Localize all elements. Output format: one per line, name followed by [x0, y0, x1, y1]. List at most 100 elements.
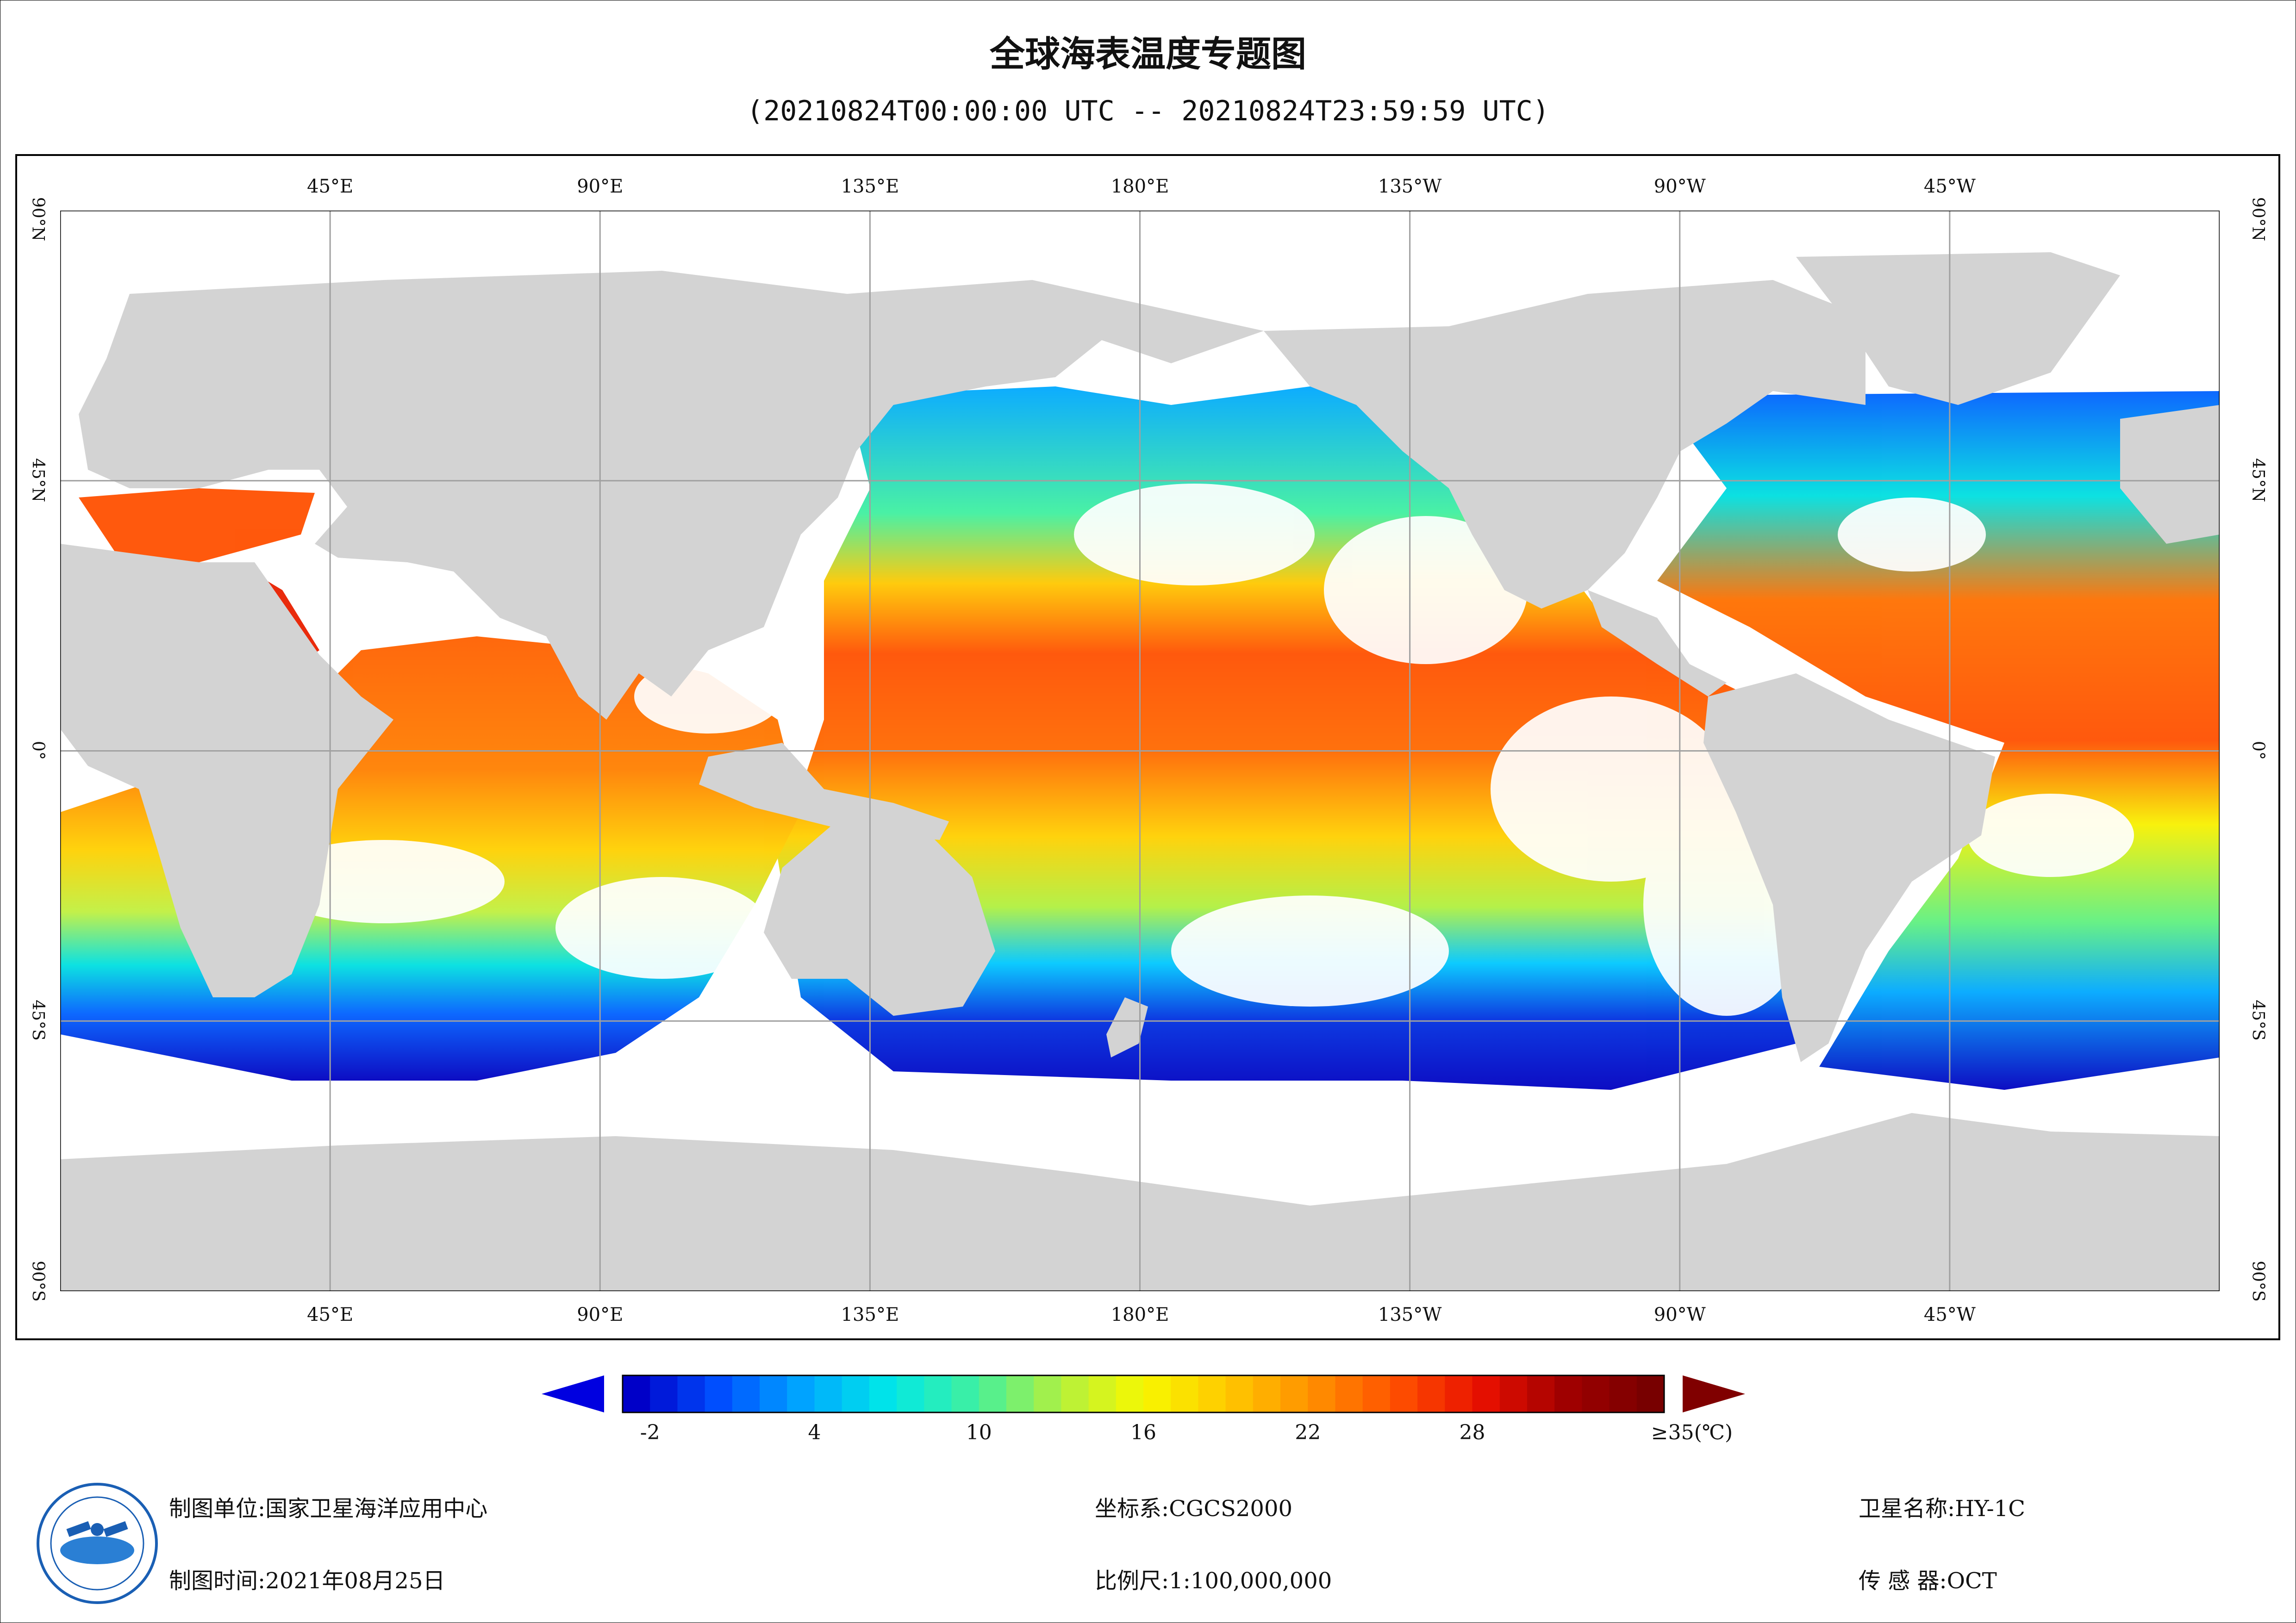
colorbar-cell: [1280, 1375, 1308, 1412]
scale-label: 比例尺:1:100,000,000: [1095, 1562, 1332, 1595]
longitude-label-top: 90°W: [1653, 176, 1706, 197]
graticule: [60, 211, 2220, 1291]
sensor-label: 传 感 器:OCT: [1859, 1562, 1997, 1595]
longitude-label-bottom: 45°W: [1923, 1304, 1976, 1325]
longitude-label-top: 135°E: [841, 176, 899, 197]
colorbar-cell: [677, 1375, 705, 1412]
land-eurasia: [79, 271, 1264, 696]
scale-label-value: 1:100,000,000: [1169, 1568, 1332, 1594]
org-label-key: 制图单位:: [169, 1496, 266, 1522]
latitude-label-left: 45°S: [28, 1000, 48, 1041]
colorbar-cell: [1171, 1375, 1198, 1412]
colorbar-cell: [897, 1375, 924, 1412]
colorbar-tick-label: 4: [808, 1421, 821, 1444]
colorbar-cell: [842, 1375, 870, 1412]
colorbar-cell: [1362, 1375, 1391, 1412]
colorbar-cell: [732, 1375, 760, 1412]
land-africa: [60, 544, 393, 997]
satellite-label-key: 卫星名称:: [1859, 1496, 1955, 1522]
sst-pacific: [778, 386, 1866, 1090]
colorbar-cell: [1225, 1375, 1254, 1412]
latitude-label-right: 90°S: [2248, 1261, 2268, 1302]
longitude-label-top: 90°E: [577, 176, 624, 197]
colorbar-cell: [1499, 1375, 1528, 1412]
latitude-label-right: 45°S: [2248, 1000, 2268, 1041]
land-india: [546, 618, 639, 720]
land-new-zealand: [1106, 997, 1148, 1057]
land-australia: [764, 812, 995, 1016]
satellite-label: 卫星名称:HY-1C: [1859, 1490, 2025, 1523]
colorbar-cell: [924, 1375, 952, 1412]
latitude-label-left: 90°N: [28, 197, 48, 242]
longitude-label-bottom: 180°E: [1111, 1304, 1169, 1325]
satellite-label-value: HY-1C: [1955, 1496, 2025, 1522]
land-europe-west: [2120, 405, 2220, 544]
colorbar-cell: [1417, 1375, 1445, 1412]
latitude-label-left: 45°N: [28, 458, 48, 502]
time-label-value: 2021年08月25日: [265, 1568, 445, 1594]
colorbar-tick-label: 22: [1295, 1421, 1321, 1444]
colorbar-cells: [623, 1375, 1665, 1412]
longitude-label-top: 45°E: [307, 176, 354, 197]
nsoas-logo: [37, 1483, 158, 1604]
org-label: 制图单位:国家卫星海洋应用中心: [169, 1490, 487, 1523]
colorbar-cell: [1253, 1375, 1281, 1412]
colorbar-cell: [979, 1375, 1007, 1412]
colorbar-cell: [951, 1375, 980, 1412]
colorbar-cell: [760, 1375, 787, 1412]
latitude-label-right: 90°N: [2248, 197, 2268, 242]
colorbar-cell: [1034, 1375, 1061, 1412]
longitude-label-top: 45°W: [1923, 176, 1976, 197]
colorbar-cell: [1143, 1375, 1171, 1412]
map-frame: [15, 154, 2280, 1340]
sensor-label-value: OCT: [1947, 1568, 1997, 1594]
colorbar-tick-label: ≥35(℃): [1651, 1421, 1733, 1444]
land-central-america: [1588, 590, 1727, 696]
longitude-label-top: 135°W: [1378, 176, 1442, 197]
longitude-label-bottom: 90°E: [577, 1304, 624, 1325]
latitude-label-left: 0°: [28, 740, 48, 760]
colorbar-cell: [1390, 1375, 1418, 1412]
time-label: 制图时间:2021年08月25日: [169, 1562, 445, 1595]
colorbar-cell: [1472, 1375, 1500, 1412]
sensor-label-key: 传 感 器:: [1859, 1568, 1947, 1594]
latitude-label-right: 45°N: [2248, 458, 2268, 502]
colorbar-cell: [1198, 1375, 1226, 1412]
colorbar-cell: [1636, 1375, 1665, 1412]
longitude-label-bottom: 135°W: [1378, 1304, 1442, 1325]
org-label-value: 国家卫星海洋应用中心: [265, 1496, 488, 1522]
time-range-subtitle: (20210824T00:00:00 UTC -- 20210824T23:59…: [747, 95, 1549, 127]
colorbar-cell: [623, 1375, 650, 1412]
colorbar-cell: [1609, 1375, 1637, 1412]
longitude-label-bottom: 90°W: [1653, 1304, 1706, 1325]
longitude-label-bottom: 135°E: [841, 1304, 899, 1325]
colorbar-cell: [1554, 1375, 1582, 1412]
land-north-america: [1264, 280, 1866, 609]
colorbar-over-arrow: [1683, 1375, 1745, 1412]
map-title: 全球海表温度专题图: [990, 33, 1306, 75]
colorbar-tick-label: 28: [1459, 1421, 1485, 1444]
colorbar-tick-label: 16: [1130, 1421, 1156, 1444]
latitude-label-right: 0°: [2248, 740, 2268, 760]
sst-mediterranean: [79, 488, 315, 562]
colorbar-cell: [1116, 1375, 1144, 1412]
colorbar-cell: [1335, 1375, 1363, 1412]
colorbar-cell: [1088, 1375, 1117, 1412]
land-greenland: [1796, 252, 2120, 405]
colorbar-tick-label: -2: [640, 1421, 660, 1444]
colorbar-cell: [1308, 1375, 1335, 1412]
latitude-label-left: 90°S: [28, 1261, 48, 1302]
sst-atlantic: [1657, 391, 2220, 1090]
longitude-label-top: 180°E: [1111, 176, 1169, 197]
colorbar-cell: [1527, 1375, 1555, 1412]
colorbar-cell: [1061, 1375, 1089, 1412]
colorbar-frame: [622, 1374, 1665, 1413]
colorbar-tick-label: 10: [966, 1421, 992, 1444]
land-se-asia: [699, 743, 949, 840]
scale-label-key: 比例尺:: [1095, 1568, 1169, 1594]
crs-label-value: CGCS2000: [1169, 1496, 1293, 1522]
longitude-label-bottom: 45°E: [307, 1304, 354, 1325]
colorbar-cell: [869, 1375, 897, 1412]
colorbar-under-arrow: [542, 1375, 604, 1412]
crs-label-key: 坐标系:: [1095, 1496, 1169, 1522]
